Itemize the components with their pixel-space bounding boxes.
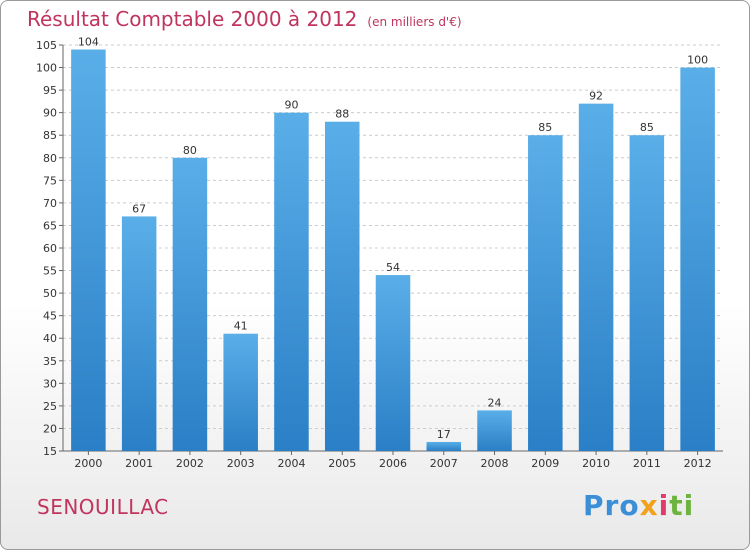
data-label: 104 xyxy=(78,36,99,49)
y-tick-label: 45 xyxy=(43,310,57,323)
data-label: 67 xyxy=(132,202,146,215)
y-tick-label: 85 xyxy=(43,129,57,142)
y-tick-label: 75 xyxy=(43,174,57,187)
y-tick-label: 55 xyxy=(43,265,57,278)
bar-2003 xyxy=(223,333,258,451)
x-tick-label: 2004 xyxy=(277,457,305,470)
y-tick-label: 35 xyxy=(43,355,57,368)
data-label: 41 xyxy=(234,320,248,333)
bar-2011 xyxy=(629,135,665,451)
logo-part: i xyxy=(658,489,670,522)
y-tick-label: 20 xyxy=(43,422,57,435)
x-tick-label: 2000 xyxy=(74,457,102,470)
town-name: SENOUILLAC xyxy=(37,495,169,519)
bar-2007 xyxy=(426,441,462,451)
bar-2006 xyxy=(375,275,411,451)
y-tick-label: 65 xyxy=(43,219,57,232)
bar-2012 xyxy=(680,67,715,452)
y-tick-label: 95 xyxy=(43,84,57,97)
x-tick-label: 2009 xyxy=(531,457,559,470)
y-tick-label: 90 xyxy=(43,107,57,120)
x-tick-label: 2003 xyxy=(227,457,255,470)
axes: 15 20 25 30 35 40 45 50 55 60 65 70 75 80 85 90 95 100 105… xyxy=(36,39,723,470)
logo-part: ti xyxy=(669,489,695,522)
logo-part: Pro xyxy=(583,489,640,522)
data-label: 80 xyxy=(183,144,197,157)
x-tick-label: 2012 xyxy=(684,457,712,470)
bar-2005 xyxy=(324,121,360,451)
title-text: Résultat Comptable 2000 à 2012 xyxy=(27,7,358,31)
y-tick-label: 25 xyxy=(43,400,57,413)
y-tick-label: 70 xyxy=(43,197,57,210)
x-tick-label: 2006 xyxy=(379,457,407,470)
x-tick-label: 2008 xyxy=(481,457,509,470)
y-tick-label: 80 xyxy=(43,152,57,165)
data-labels: 104 67 80 41 90 88 54 17 24 85 92 85 100 xyxy=(78,36,708,441)
proxiti-logo: Proxiti xyxy=(583,489,694,522)
x-tick-label: 2011 xyxy=(633,457,661,470)
chart-title: Résultat Comptable 2000 à 2012 (en millie… xyxy=(27,7,462,31)
data-label: 17 xyxy=(437,428,451,441)
title-unit: (en milliers d'€) xyxy=(367,15,462,29)
bar-2008 xyxy=(477,410,512,451)
data-label: 88 xyxy=(335,108,349,121)
y-tick-label: 60 xyxy=(43,242,57,255)
bar-2010 xyxy=(578,103,614,452)
data-label: 54 xyxy=(386,261,400,274)
data-label: 90 xyxy=(284,99,298,112)
x-tick-label: 2002 xyxy=(176,457,204,470)
bar-2001 xyxy=(121,216,157,451)
logo-part: x xyxy=(639,489,659,522)
data-label: 85 xyxy=(538,121,552,134)
bar-2009 xyxy=(528,135,563,451)
bar-2000 xyxy=(71,49,106,452)
data-label: 92 xyxy=(589,90,603,103)
x-tick-label: 2005 xyxy=(328,457,356,470)
bar-2004 xyxy=(274,112,309,452)
data-label: 100 xyxy=(687,54,708,67)
data-label: 85 xyxy=(640,121,654,134)
bar-2002 xyxy=(172,157,208,451)
x-tick-label: 2001 xyxy=(125,457,153,470)
x-tick-label: 2010 xyxy=(582,457,610,470)
y-tick-label: 105 xyxy=(36,39,57,52)
y-tick-label: 40 xyxy=(43,332,57,345)
x-tick-label: 2007 xyxy=(430,457,458,470)
y-tick-label: 50 xyxy=(43,287,57,300)
y-tick-label: 15 xyxy=(43,445,57,458)
bars xyxy=(71,49,715,452)
y-tick-label: 100 xyxy=(36,62,57,75)
data-label: 24 xyxy=(488,396,502,409)
y-tick-label: 30 xyxy=(43,377,57,390)
